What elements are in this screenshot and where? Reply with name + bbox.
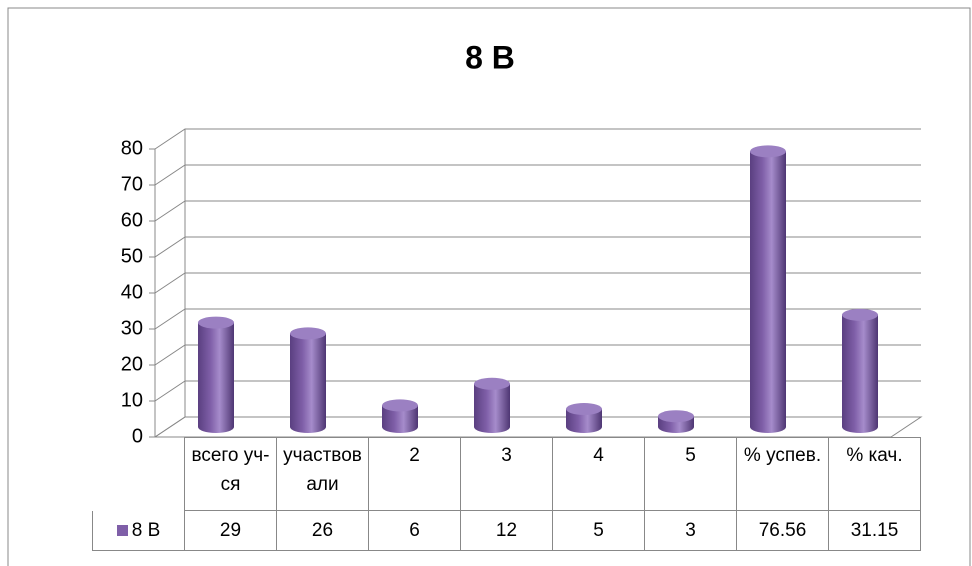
y-tick-label: 80 — [121, 137, 143, 159]
grid-line — [154, 308, 921, 330]
bar — [658, 410, 694, 433]
grid-line — [154, 380, 921, 402]
grid-line — [154, 416, 921, 438]
bar-top — [382, 399, 418, 412]
bar — [566, 403, 602, 433]
legend-swatch — [116, 524, 128, 536]
bar-body — [750, 151, 786, 433]
data-label: 5 — [552, 510, 645, 551]
y-tick-label: 20 — [121, 353, 143, 375]
bar — [290, 327, 326, 433]
x-tick-label: участвовали — [276, 437, 369, 511]
bar-body — [842, 314, 878, 433]
bar-top — [290, 327, 326, 340]
bar-top — [566, 403, 602, 415]
data-label: 3 — [644, 510, 737, 551]
data-label: 31.15 — [828, 510, 921, 551]
data-label: 26 — [276, 510, 369, 551]
grid-line — [154, 200, 921, 222]
y-tick-label: 0 — [132, 425, 143, 447]
grid-line — [154, 272, 921, 294]
bar-body — [382, 405, 418, 433]
y-tick-label: 50 — [121, 245, 143, 267]
data-label: 6 — [368, 510, 461, 551]
legend-label: 8 В — [131, 519, 161, 541]
bar — [382, 399, 418, 433]
legend-cell: 8 В — [92, 510, 185, 551]
x-tick-label: 5 — [644, 437, 737, 511]
bar-top — [474, 377, 510, 390]
x-tick-label: % успев. — [736, 437, 829, 511]
data-label: 76.56 — [736, 510, 829, 551]
x-tick-label: 2 — [368, 437, 461, 511]
grid-line — [154, 344, 921, 366]
bar-top — [750, 145, 786, 158]
y-tick-label: 10 — [121, 389, 143, 411]
data-label: 12 — [460, 510, 553, 551]
data-table: всего уч-ся участвовали 2 3 4 5% успев.% кач.… — [92, 437, 921, 551]
bar-top — [658, 410, 694, 423]
bar-body — [198, 322, 234, 433]
blank-cell — [92, 437, 185, 511]
bar — [750, 145, 786, 433]
bar-body — [290, 333, 326, 433]
bar — [198, 316, 234, 433]
chart-frame — [7, 7, 971, 566]
y-tick-label: 60 — [121, 209, 143, 231]
chart-title: 8 В — [465, 39, 515, 75]
y-tick-label: 40 — [121, 281, 143, 303]
x-tick-label: всего уч-ся — [184, 437, 277, 511]
grid-line — [154, 128, 921, 150]
bar-top — [842, 308, 878, 321]
grid-line — [154, 164, 921, 186]
data-label: 29 — [184, 510, 277, 551]
bar-top — [198, 316, 234, 329]
floor — [155, 416, 923, 438]
grid-line — [154, 236, 921, 258]
x-tick-label: 4 — [552, 437, 645, 511]
y-tick-label: 70 — [121, 173, 143, 195]
y-tick-label: 30 — [121, 317, 143, 339]
x-tick-label: 3 — [460, 437, 553, 511]
x-tick-label: % кач. — [828, 437, 921, 511]
bar — [474, 377, 510, 433]
bar-body — [474, 383, 510, 433]
bar-body — [566, 409, 602, 433]
bar — [842, 308, 878, 433]
